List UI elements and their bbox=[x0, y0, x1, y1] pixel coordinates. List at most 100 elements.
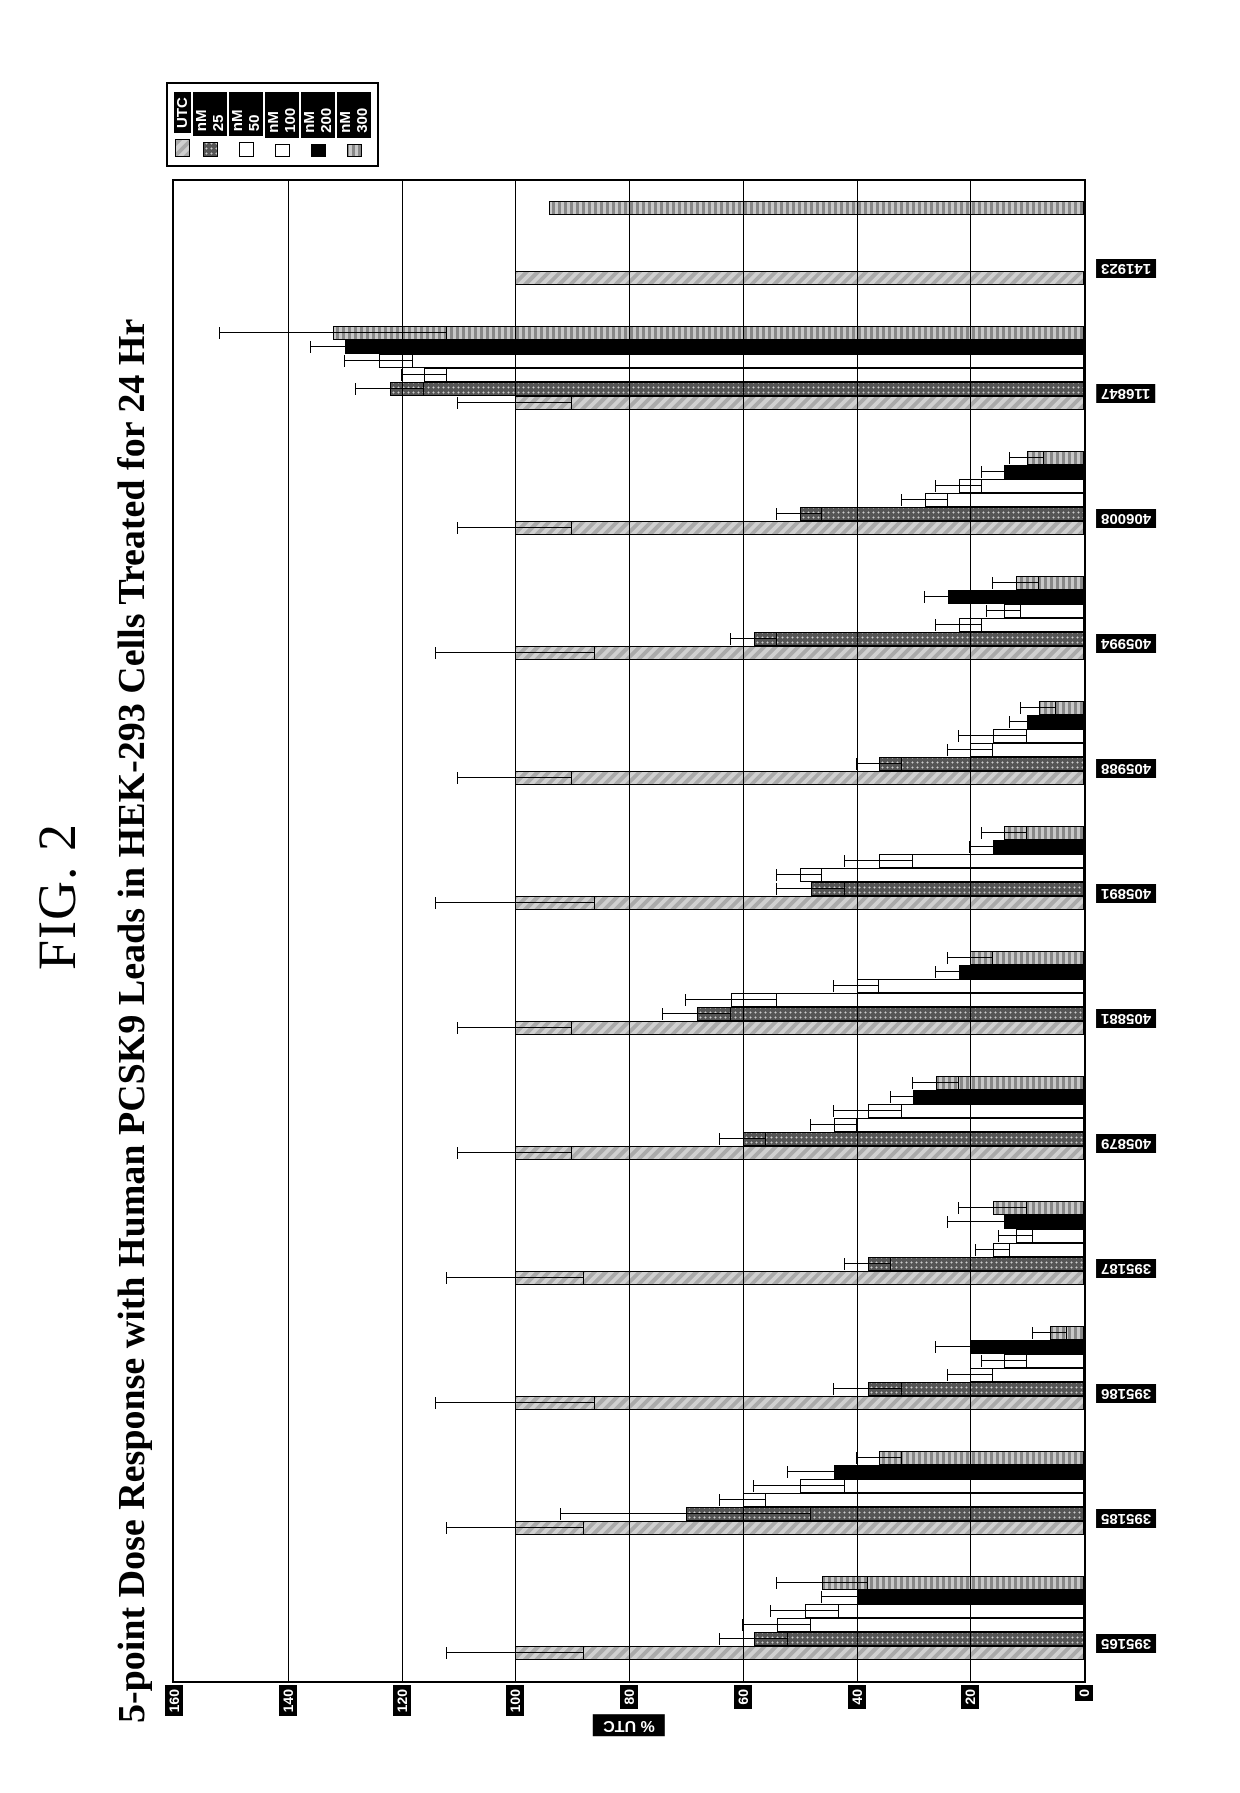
legend-row: nM 100 bbox=[265, 92, 299, 157]
xtick-label: 405988 bbox=[1096, 759, 1156, 778]
error-bar bbox=[834, 1389, 902, 1390]
error-cap bbox=[1015, 842, 1016, 854]
error-cap bbox=[571, 1023, 572, 1035]
error-cap bbox=[594, 648, 595, 660]
bar-utc bbox=[515, 647, 1084, 661]
bar-nm25 bbox=[697, 1008, 1084, 1022]
error-cap bbox=[1009, 1245, 1010, 1257]
y-axis-title: % UTC bbox=[593, 1714, 665, 1736]
ytick-label: 120 bbox=[393, 1685, 411, 1716]
error-bar bbox=[913, 1083, 959, 1084]
error-cap bbox=[1043, 453, 1044, 465]
error-cap bbox=[935, 620, 936, 632]
error-cap bbox=[986, 606, 987, 618]
error-cap bbox=[838, 1606, 839, 1618]
bar-nm25 bbox=[800, 508, 1084, 522]
error-cap bbox=[776, 1578, 777, 1590]
error-cap bbox=[935, 967, 936, 979]
error-cap bbox=[446, 370, 447, 382]
error-bar bbox=[925, 597, 971, 598]
error-cap bbox=[571, 1148, 572, 1160]
bar-nm200 bbox=[948, 591, 1085, 605]
xtick-label: 405881 bbox=[1096, 1009, 1156, 1028]
error-cap bbox=[844, 1259, 845, 1271]
error-bar bbox=[857, 764, 903, 765]
bar-nm50 bbox=[970, 744, 1084, 758]
error-cap bbox=[901, 1106, 902, 1118]
error-cap bbox=[765, 1134, 766, 1146]
bar-nm25 bbox=[754, 633, 1084, 647]
legend-swatch bbox=[275, 144, 290, 157]
bar-nm200 bbox=[970, 1341, 1084, 1355]
error-cap bbox=[662, 1009, 663, 1021]
error-bar bbox=[811, 1125, 857, 1126]
bar-utc bbox=[515, 897, 1084, 911]
error-cap bbox=[901, 759, 902, 771]
error-cap bbox=[821, 1592, 822, 1604]
error-cap bbox=[594, 898, 595, 910]
ytick-label: 140 bbox=[279, 1685, 297, 1716]
error-cap bbox=[992, 1370, 993, 1382]
bar-nm100 bbox=[959, 480, 1084, 494]
legend-row: nM 300 bbox=[337, 92, 371, 157]
bar-utc bbox=[515, 1022, 1084, 1036]
bar-utc bbox=[515, 522, 1084, 536]
plot-area: % UTC 3951653951853951863951874058794058… bbox=[172, 179, 1086, 1683]
xtick-label: 406008 bbox=[1096, 509, 1156, 528]
error-cap bbox=[719, 1495, 720, 1507]
error-bar bbox=[311, 347, 379, 348]
error-cap bbox=[890, 1592, 891, 1604]
error-bar bbox=[845, 861, 913, 862]
xtick-label: 395165 bbox=[1096, 1634, 1156, 1653]
error-cap bbox=[1026, 1356, 1027, 1368]
bar-nm300 bbox=[1050, 1327, 1084, 1341]
legend-label: nM 50 bbox=[229, 92, 263, 136]
error-cap bbox=[810, 1620, 811, 1632]
error-cap bbox=[594, 1398, 595, 1410]
error-cap bbox=[924, 592, 925, 604]
error-cap bbox=[810, 1509, 811, 1521]
legend-swatch bbox=[239, 142, 254, 157]
ytick-label: 100 bbox=[506, 1685, 524, 1716]
error-bar bbox=[959, 736, 1027, 737]
bar-nm100 bbox=[379, 355, 1084, 369]
xtick-label: 405891 bbox=[1096, 884, 1156, 903]
error-cap bbox=[765, 1495, 766, 1507]
error-cap bbox=[378, 342, 379, 354]
error-cap bbox=[457, 1023, 458, 1035]
error-cap bbox=[947, 1370, 948, 1382]
gridline bbox=[857, 181, 858, 1681]
ytick-label: 160 bbox=[165, 1685, 183, 1716]
error-cap bbox=[981, 1356, 982, 1368]
error-cap bbox=[1026, 731, 1027, 743]
error-bar bbox=[1021, 708, 1055, 709]
bar-nm100 bbox=[800, 1480, 1084, 1494]
error-bar bbox=[356, 389, 424, 390]
legend-row: nM 25 bbox=[193, 92, 227, 157]
error-cap bbox=[685, 995, 686, 1007]
error-cap bbox=[412, 356, 413, 368]
error-cap bbox=[787, 1634, 788, 1646]
error-cap bbox=[833, 1106, 834, 1118]
error-bar bbox=[993, 583, 1039, 584]
bar-nm200 bbox=[913, 1091, 1084, 1105]
error-cap bbox=[992, 745, 993, 757]
error-cap bbox=[867, 1578, 868, 1590]
error-bar bbox=[948, 1222, 1062, 1223]
error-bar bbox=[402, 375, 448, 376]
error-cap bbox=[770, 1606, 771, 1618]
bar-nm200 bbox=[959, 966, 1084, 980]
xtick-label: 395186 bbox=[1096, 1384, 1156, 1403]
chart-title: 5-point Dose Response with Human PCSK9 L… bbox=[110, 0, 154, 1723]
error-cap bbox=[1032, 1231, 1033, 1243]
error-cap bbox=[446, 1523, 447, 1535]
error-cap bbox=[981, 967, 982, 979]
error-cap bbox=[935, 1092, 936, 1104]
error-bar bbox=[663, 1014, 731, 1015]
bar-nm300 bbox=[822, 1577, 1084, 1591]
error-cap bbox=[776, 634, 777, 646]
gridline bbox=[743, 181, 744, 1681]
error-cap bbox=[981, 481, 982, 493]
bar-nm25 bbox=[811, 883, 1084, 897]
error-cap bbox=[1003, 1342, 1004, 1354]
